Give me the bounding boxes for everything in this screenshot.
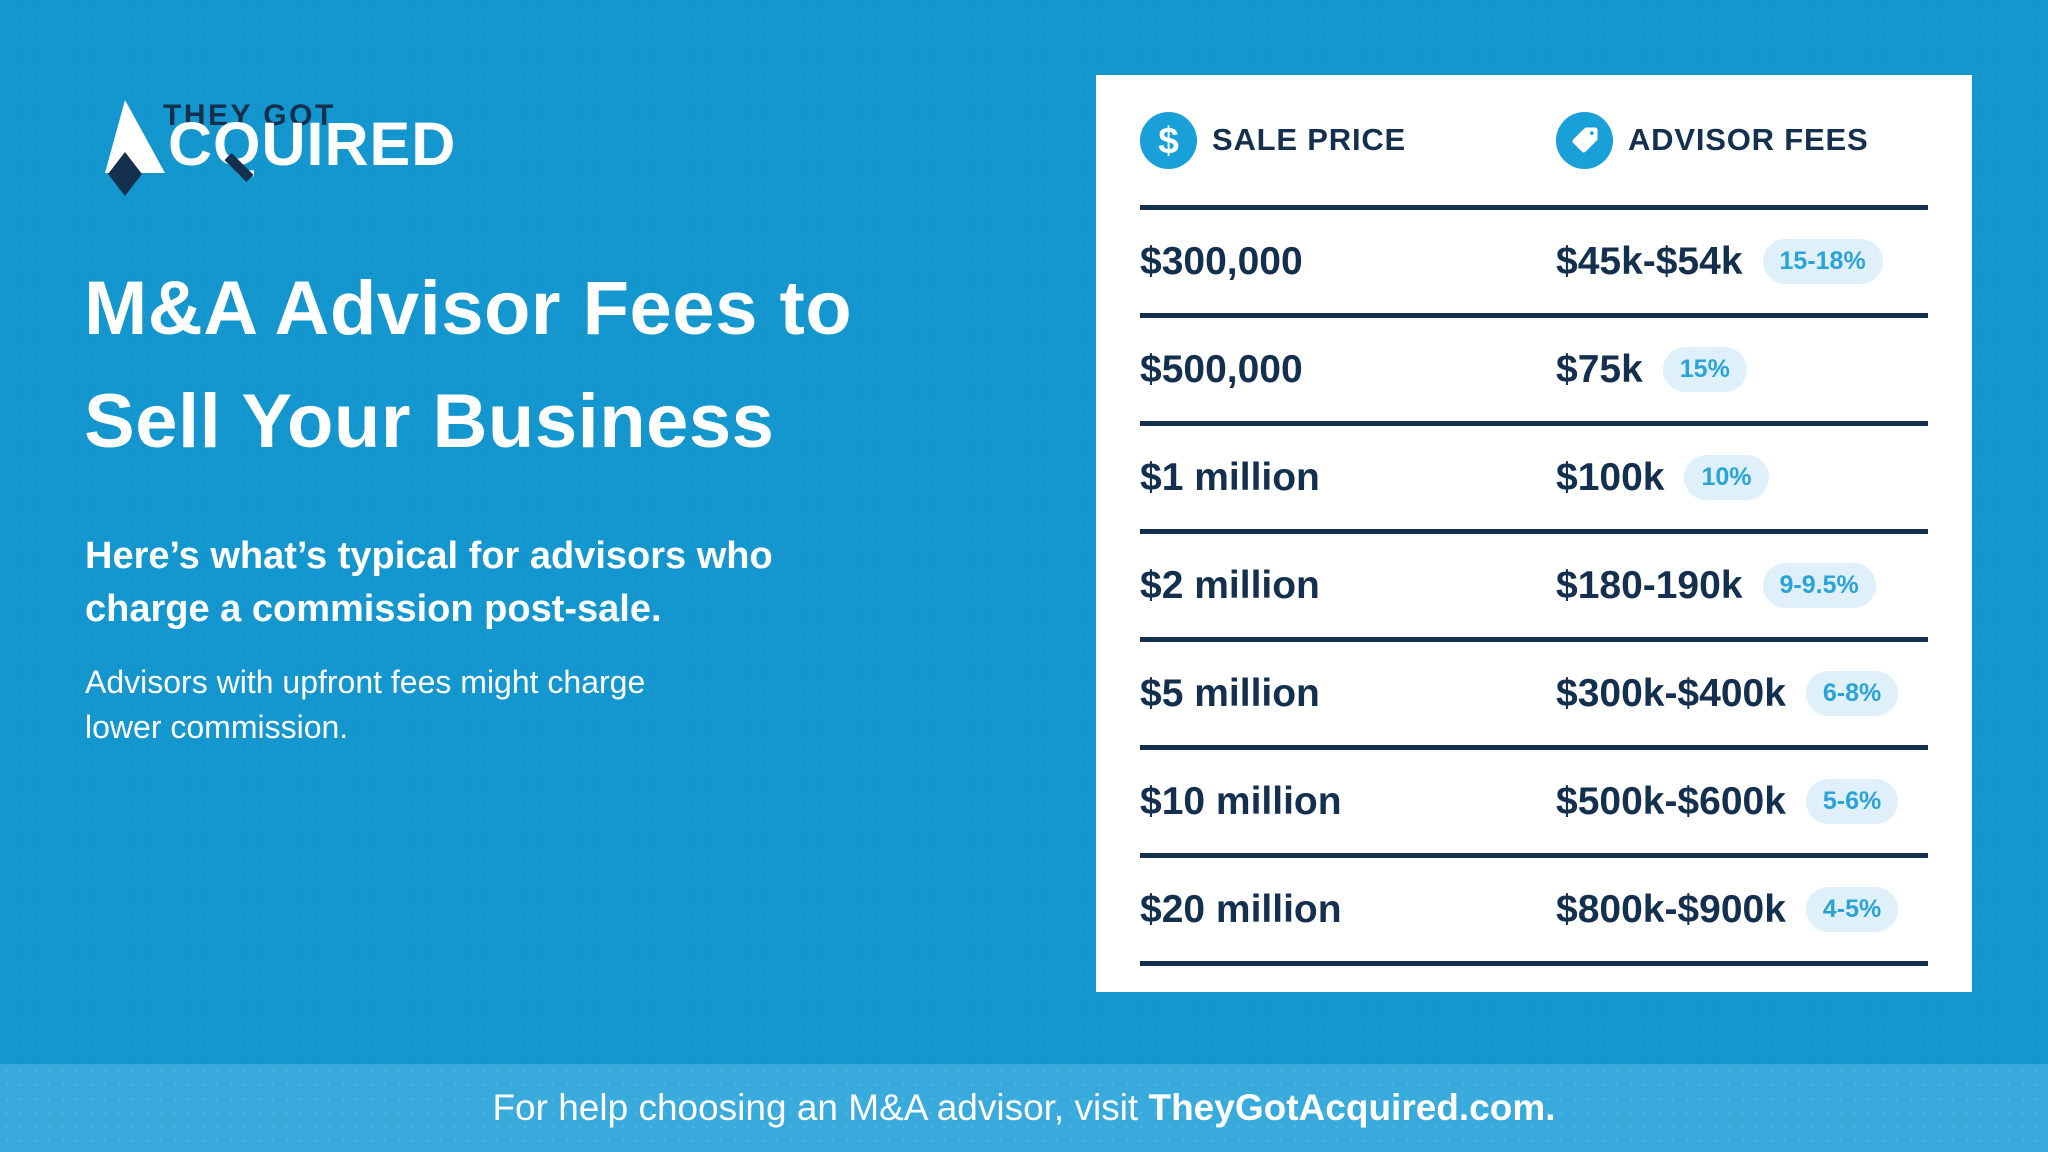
subtitle-line-2: charge a commission post-sale. [85, 588, 662, 630]
note-line-2: lower commission. [85, 709, 349, 745]
logo-top-text: THEY GOT [163, 99, 336, 132]
fee-percent-badge: 5-6% [1805, 779, 1899, 824]
dollar-icon: $ [1140, 111, 1197, 169]
title-line-1: M&A Advisor Fees to [84, 266, 853, 351]
fee-value: $300k-$400k [1556, 671, 1786, 715]
fee-cell: $500k-$600k 5-6% [1556, 779, 1928, 824]
fee-cell: $45k-$54k 15-18% [1556, 239, 1928, 284]
fee-value: $45k-$54k [1556, 239, 1743, 283]
table-row: $1 million $100k 10% [1140, 421, 1928, 529]
footer-site-url: TheyGotAcquired.com. [1148, 1087, 1556, 1128]
sale-price-value: $10 million [1140, 779, 1342, 823]
table-row: $10 million $500k-$600k 5-6% [1140, 745, 1928, 853]
sale-price-value: $500,000 [1140, 347, 1303, 391]
fee-cell: $800k-$900k 4-5% [1556, 887, 1928, 932]
sale-price-value: $300,000 [1140, 239, 1303, 283]
table-row: $500,000 $75k 15% [1140, 313, 1928, 421]
mountain-logo-icon [105, 100, 165, 196]
logo-bottom-text: CQUIRED [168, 110, 457, 178]
table-header-row: $ SALE PRICE ADVISOR FEES [1140, 75, 1928, 205]
table-row: $300,000 $45k-$54k 15-18% [1140, 205, 1928, 313]
fee-cell: $300k-$400k 6-8% [1556, 671, 1928, 716]
sale-price-value: $20 million [1140, 887, 1342, 931]
sale-price-header-label: SALE PRICE [1212, 122, 1407, 157]
fee-percent-badge: 4-5% [1805, 887, 1899, 932]
table-row: $2 million $180-190k 9-9.5% [1140, 529, 1928, 637]
table-row: $5 million $300k-$400k 6-8% [1140, 637, 1928, 745]
sale-price-value: $1 million [1140, 455, 1320, 499]
subtitle: Here’s what’s typical for advisors who c… [85, 530, 773, 636]
page-title: M&A Advisor Fees to Sell Your Business [84, 252, 852, 478]
fee-percent-badge: 6-8% [1805, 671, 1899, 716]
note-text: Advisors with upfront fees might charge … [85, 660, 645, 750]
note-line-1: Advisors with upfront fees might charge [85, 664, 646, 700]
fee-value: $800k-$900k [1556, 887, 1786, 931]
table-row: $20 million $800k-$900k 4-5% [1140, 853, 1928, 961]
tag-icon [1556, 111, 1613, 169]
fee-value: $75k [1556, 347, 1643, 391]
footer-bar: For help choosing an M&A advisor, visit … [0, 1064, 2048, 1152]
fee-cell: $180-190k 9-9.5% [1556, 563, 1928, 608]
fee-value: $500k-$600k [1556, 779, 1786, 823]
sale-price-value: $2 million [1140, 563, 1320, 607]
fee-percent-badge: 15-18% [1762, 239, 1883, 284]
fee-percent-badge: 15% [1662, 347, 1747, 392]
footer-text-prefix: For help choosing an M&A advisor, visit [492, 1087, 1149, 1128]
fee-percent-badge: 9-9.5% [1762, 563, 1876, 608]
fee-percent-badge: 10% [1684, 455, 1769, 500]
fees-table-card: $ SALE PRICE ADVISOR FEES $300,000 $45k-… [1096, 75, 1972, 992]
sale-price-header: $ SALE PRICE [1140, 111, 1556, 169]
fee-value: $180-190k [1556, 563, 1743, 607]
advisor-fees-header: ADVISOR FEES [1556, 111, 1928, 169]
they-got-acquired-logo: THEY GOT CQUIRED [85, 93, 465, 218]
advisor-fees-header-label: ADVISOR FEES [1628, 122, 1869, 157]
table-bottom-rule [1140, 961, 1928, 966]
fee-cell: $75k 15% [1556, 347, 1928, 392]
subtitle-line-1: Here’s what’s typical for advisors who [85, 535, 773, 577]
sale-price-value: $5 million [1140, 671, 1320, 715]
footer-text: For help choosing an M&A advisor, visit … [492, 1087, 1555, 1129]
fee-value: $100k [1556, 455, 1665, 499]
fee-cell: $100k 10% [1556, 455, 1928, 500]
title-line-2: Sell Your Business [84, 379, 775, 464]
